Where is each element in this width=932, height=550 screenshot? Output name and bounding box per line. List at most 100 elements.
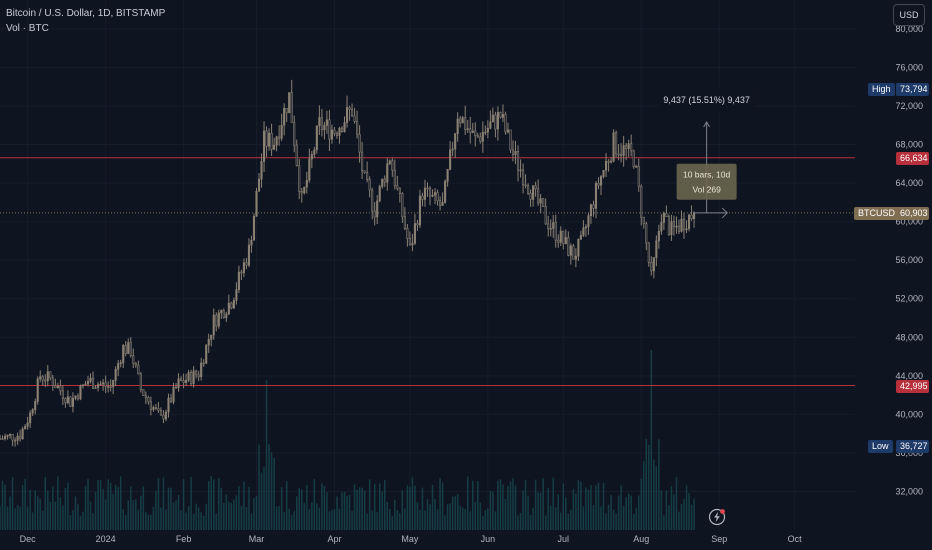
volume-bar bbox=[145, 511, 147, 530]
candle-body bbox=[56, 385, 59, 389]
volume-bar bbox=[285, 481, 288, 530]
candle-body bbox=[245, 262, 248, 266]
volume-bar bbox=[389, 508, 391, 530]
volume-bar bbox=[67, 482, 69, 530]
measure-bars-label: 10 bars, 10d bbox=[683, 170, 731, 180]
volume-bar bbox=[321, 483, 323, 530]
time-axis: Dec 2024 Feb Mar Apr May Jun Jul Aug Sep Oct bbox=[20, 534, 802, 544]
candle-body bbox=[16, 435, 19, 441]
volume-bar bbox=[653, 459, 655, 530]
volume-bar bbox=[21, 485, 24, 530]
volume-bar bbox=[552, 477, 554, 530]
volume-bar bbox=[635, 507, 637, 530]
candle-body bbox=[283, 107, 286, 126]
volume-bar bbox=[280, 487, 283, 530]
volume-bar bbox=[456, 494, 459, 530]
candle-body bbox=[0, 438, 2, 440]
candle-body bbox=[557, 239, 560, 243]
candle-body bbox=[408, 238, 411, 246]
volume-bar bbox=[356, 489, 358, 530]
candle-body bbox=[459, 118, 462, 124]
candle-body bbox=[104, 382, 107, 387]
candle-body bbox=[71, 397, 74, 407]
volume-bar bbox=[318, 507, 321, 530]
candle-body bbox=[86, 381, 90, 385]
candle-body bbox=[617, 153, 620, 156]
volume-bar bbox=[577, 480, 580, 530]
candle-body bbox=[335, 133, 339, 136]
candle-body bbox=[275, 136, 278, 146]
volume-bar bbox=[660, 490, 663, 530]
volume-bar bbox=[361, 487, 363, 530]
date-tick-label: Dec bbox=[20, 534, 37, 544]
currency-button[interactable]: USD bbox=[893, 4, 925, 26]
candle-body bbox=[667, 216, 670, 235]
measure-change-label: 9,437 (15.51%) 9,437 bbox=[663, 95, 750, 105]
volume-bar bbox=[130, 486, 132, 530]
volume-bar bbox=[600, 506, 602, 530]
candle-body bbox=[202, 362, 205, 365]
hline-upper-label: 66,634 bbox=[896, 151, 929, 165]
volume-bar bbox=[632, 513, 635, 530]
volume-bar bbox=[288, 508, 290, 530]
volume-bar bbox=[492, 491, 494, 530]
candle-body bbox=[366, 172, 369, 180]
candle-body bbox=[169, 397, 173, 403]
candle-body bbox=[672, 221, 675, 227]
candle-body bbox=[142, 389, 145, 396]
volume-bar bbox=[316, 503, 318, 530]
volume-bar bbox=[409, 486, 411, 530]
candle-body bbox=[660, 222, 663, 232]
candle-body bbox=[177, 378, 180, 389]
volume-bar bbox=[663, 515, 665, 530]
candle-body bbox=[149, 401, 152, 410]
volume-bar bbox=[449, 503, 451, 530]
volume-bar bbox=[658, 439, 660, 530]
volume-bar bbox=[230, 502, 233, 530]
candle-body bbox=[315, 125, 318, 151]
volume-bar bbox=[132, 500, 135, 530]
candle-body bbox=[602, 170, 605, 177]
horizontal-lines bbox=[0, 157, 855, 387]
volume-bar bbox=[504, 498, 507, 530]
volume-bar bbox=[434, 499, 436, 530]
candle-body bbox=[122, 345, 125, 364]
volume-bar bbox=[494, 511, 497, 530]
volume-bar bbox=[497, 480, 499, 530]
candle-body bbox=[371, 189, 374, 212]
volume-bar bbox=[351, 511, 353, 530]
volume-bar bbox=[72, 510, 74, 530]
volume-indicator-label[interactable]: Vol · BTC bbox=[6, 23, 49, 34]
candle-body bbox=[59, 385, 62, 392]
candle-body bbox=[252, 216, 256, 241]
volume-bar bbox=[617, 495, 620, 530]
volume-bar bbox=[665, 490, 668, 530]
price-tick-label: 56,000 bbox=[895, 255, 923, 265]
volume-bar bbox=[341, 492, 343, 530]
candle-body bbox=[308, 158, 311, 181]
candle-body bbox=[537, 188, 540, 204]
candle-body bbox=[353, 115, 356, 122]
volume-bar bbox=[185, 512, 187, 530]
candle-body bbox=[222, 310, 225, 318]
candle-body bbox=[361, 151, 364, 172]
volume-bar bbox=[311, 502, 313, 530]
lightning-icon[interactable] bbox=[708, 508, 726, 526]
volume-bar bbox=[137, 509, 140, 530]
volume-bar bbox=[295, 496, 298, 530]
volume-bar bbox=[218, 478, 220, 530]
volume-bar bbox=[650, 350, 653, 530]
volume-bar bbox=[348, 494, 351, 530]
volume-bar bbox=[140, 495, 142, 530]
candle-body bbox=[102, 382, 105, 385]
candle-body bbox=[255, 191, 258, 217]
volume-bar bbox=[160, 507, 162, 530]
candle-body bbox=[476, 135, 479, 138]
candle-body bbox=[474, 130, 477, 136]
candle-body bbox=[303, 186, 306, 194]
candle-body bbox=[81, 384, 85, 387]
volume-bar bbox=[39, 498, 41, 530]
candle-body bbox=[207, 339, 210, 346]
volume-bar bbox=[436, 509, 439, 530]
